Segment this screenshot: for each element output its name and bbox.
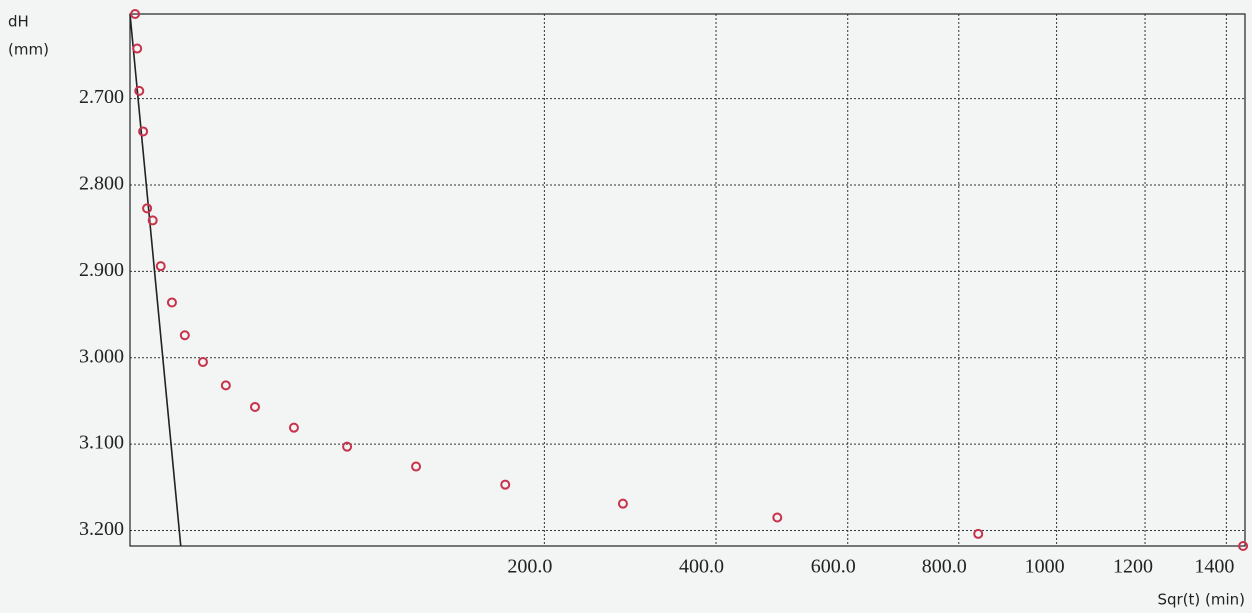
x-tick-label: 1400 [1194, 556, 1234, 578]
y-axis-label: dH [8, 13, 29, 31]
data-point [147, 215, 158, 226]
x-tick-label: 800.0 [922, 556, 967, 578]
y-axis-unit: (mm) [8, 41, 49, 59]
data-point [288, 422, 299, 433]
data-point [138, 126, 149, 137]
y-tick-label: 3.000 [79, 345, 124, 367]
y-tick-label: 2.800 [79, 173, 124, 195]
data-point [250, 401, 261, 412]
data-point [132, 43, 143, 54]
y-tick-label: 2.700 [79, 86, 124, 108]
data-point [500, 479, 511, 490]
data-point [197, 357, 208, 368]
data-point [772, 512, 783, 523]
x-tick-label: 1000 [1025, 556, 1065, 578]
data-point [973, 528, 984, 539]
plot-frame [129, 13, 1246, 547]
data-point [155, 261, 166, 272]
data-point [1238, 541, 1249, 551]
x-tick-label: 400.0 [679, 556, 724, 578]
y-tick-label: 2.900 [79, 259, 124, 281]
data-point [134, 85, 145, 96]
x-tick-label: 200.0 [507, 556, 552, 578]
y-tick-label: 3.100 [79, 432, 124, 454]
y-tick-label: 3.200 [79, 518, 124, 540]
x-tick-label: 1200 [1113, 556, 1153, 578]
x-tick-label: 600.0 [811, 556, 856, 578]
data-point [220, 380, 231, 391]
data-point [411, 461, 422, 472]
data-point [617, 498, 628, 509]
x-axis-label: Sqr(t) (min) [1157, 591, 1245, 609]
data-point [142, 203, 153, 214]
fit-line [129, 13, 182, 547]
data-point [179, 330, 190, 341]
data-point [342, 441, 353, 452]
data-point [130, 9, 141, 19]
data-point [166, 297, 177, 308]
